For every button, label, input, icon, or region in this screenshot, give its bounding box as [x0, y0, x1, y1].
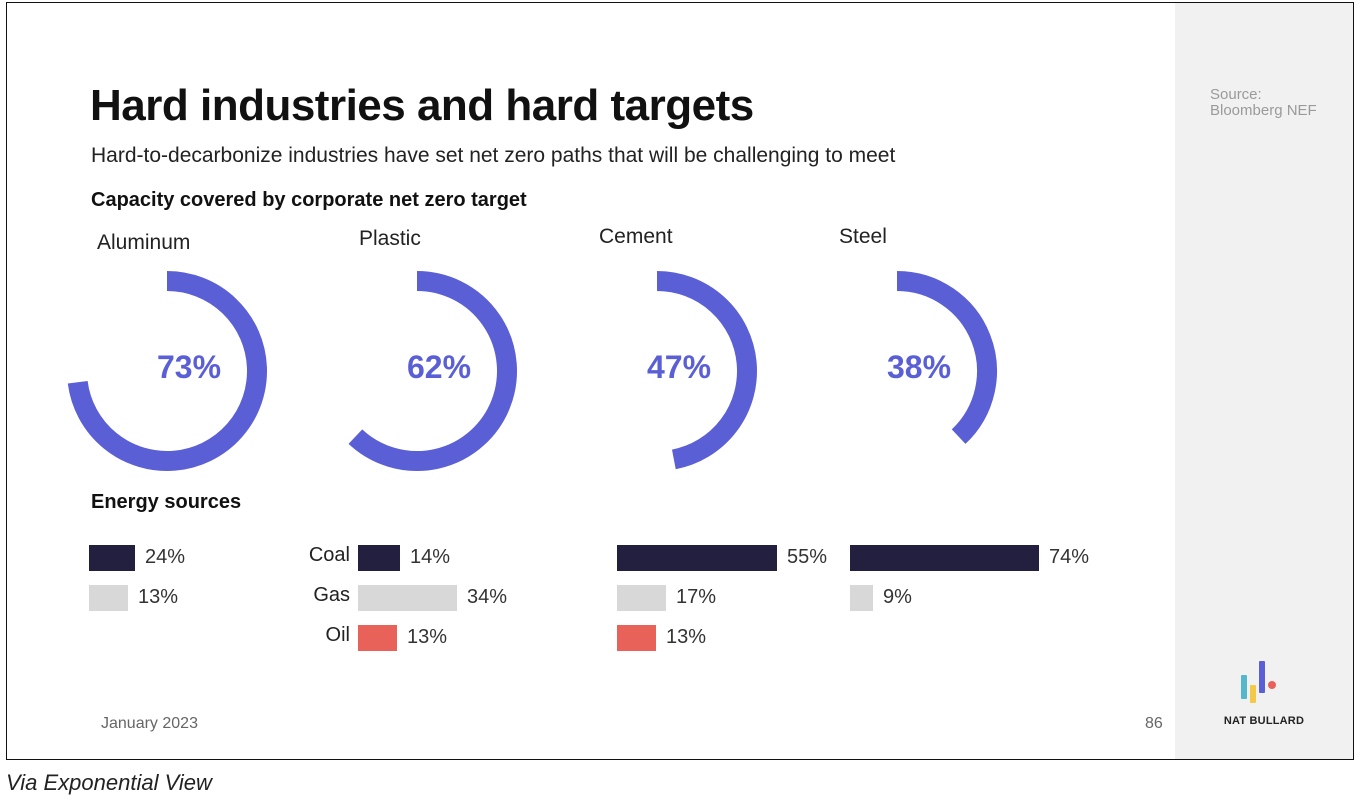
bar-label-oil-plastic: 13% [407, 626, 448, 648]
donut-label-aluminum: Aluminum [97, 231, 191, 254]
energy-row-label-coal: Coal [308, 544, 350, 566]
bar-gas-aluminum [89, 585, 128, 611]
energy-row-label-gas: Gas [313, 584, 350, 606]
bar-label-coal-plastic: 14% [410, 546, 451, 568]
bar-label-coal-aluminum: 24% [145, 546, 186, 568]
donut-arc-steel [896, 271, 997, 444]
bar-label-oil-cement: 13% [666, 626, 707, 648]
donut-plastic [348, 271, 517, 471]
donut-arc-aluminum [67, 271, 267, 471]
slide: Hard industries and hard targets Hard-to… [6, 2, 1354, 760]
bar-gas-steel [850, 585, 873, 611]
donut-value-cement: 47% [646, 349, 712, 385]
bar-label-gas-aluminum: 13% [138, 586, 179, 608]
donut-steel [896, 271, 997, 444]
slide-subtitle: Hard-to-decarbonize industries have set … [91, 144, 896, 167]
bar-label-coal-cement: 55% [787, 546, 828, 568]
bar-label-gas-cement: 17% [676, 586, 717, 608]
energy-row-label-oil: Oil [325, 624, 350, 646]
source-note: Source: Bloomberg NEF [1210, 86, 1317, 119]
donut-value-aluminum: 73% [156, 349, 222, 385]
bar-label-coal-steel: 74% [1049, 546, 1090, 568]
donut-section-title: Capacity covered by corporate net zero t… [91, 189, 527, 211]
bar-gas-plastic [358, 585, 457, 611]
slide-title: Hard industries and hard targets [90, 81, 754, 130]
donut-value-steel: 38% [886, 349, 952, 385]
bar-coal-steel [850, 545, 1039, 571]
bar-coal-cement [617, 545, 777, 571]
brand-name: NAT BULLARD [1223, 715, 1305, 727]
side-panel: Source: Bloomberg NEF NAT BULLARD [1175, 3, 1353, 759]
page-number: 86 [1145, 715, 1163, 732]
bar-oil-plastic [358, 625, 397, 651]
donut-aluminum [67, 271, 267, 471]
donut-label-cement: Cement [599, 225, 673, 248]
caption: Via Exponential View [6, 770, 212, 795]
donut-label-steel: Steel [839, 225, 887, 248]
donut-label-plastic: Plastic [359, 227, 421, 250]
bar-gas-cement [617, 585, 666, 611]
donut-cement [656, 271, 757, 470]
bar-label-gas-plastic: 34% [467, 586, 508, 608]
donut-value-plastic: 62% [406, 349, 472, 385]
slide-date: January 2023 [101, 715, 198, 732]
donut-arc-plastic [348, 271, 517, 471]
bar-coal-aluminum [89, 545, 135, 571]
energy-section-title: Energy sources [91, 491, 242, 513]
bar-coal-plastic [358, 545, 400, 571]
bar-oil-cement [617, 625, 656, 651]
brand-logo [1241, 661, 1276, 703]
donut-arc-cement [656, 271, 757, 470]
bar-label-gas-steel: 9% [883, 586, 912, 608]
